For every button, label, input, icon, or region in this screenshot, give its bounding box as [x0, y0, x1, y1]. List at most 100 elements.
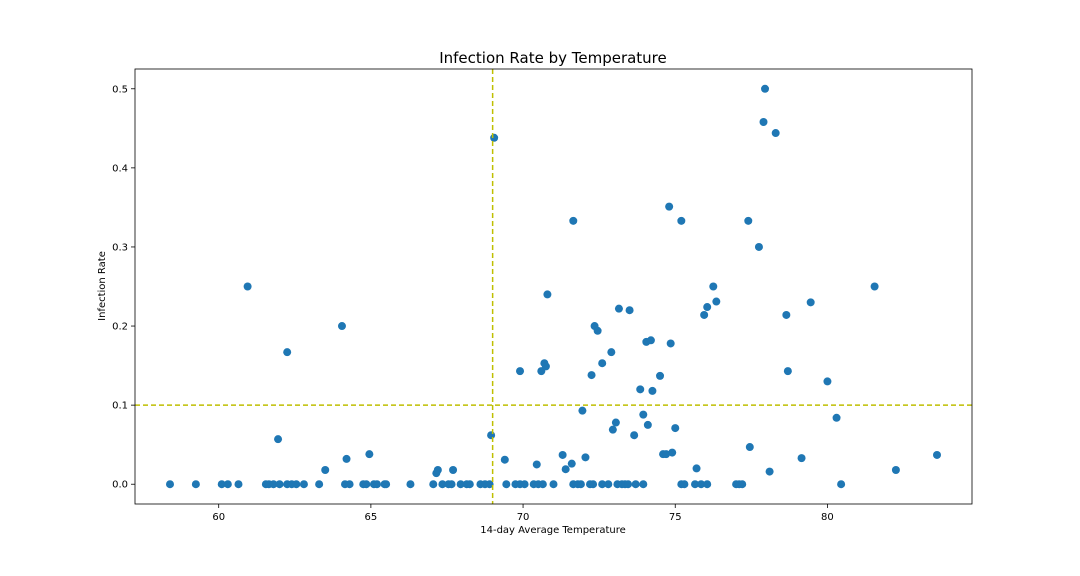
y-tick-label: 0.5 — [112, 84, 128, 95]
scatter-point — [576, 480, 585, 489]
x-tick-label: 60 — [212, 512, 225, 523]
scatter-point — [578, 406, 587, 415]
scatter-point — [589, 480, 598, 489]
scatter-point — [639, 480, 648, 489]
scatter-point — [598, 480, 607, 489]
scatter-point — [433, 465, 442, 474]
scatter-point — [754, 242, 763, 251]
scatter-point — [608, 425, 617, 434]
x-tick-label: 70 — [517, 512, 530, 523]
scatter-point — [561, 465, 570, 474]
scatter-point — [166, 480, 174, 489]
scatter-point — [662, 450, 671, 459]
scatter-point — [269, 480, 278, 489]
scatter-point — [648, 386, 657, 395]
plot-area — [135, 69, 972, 504]
scatter-point — [891, 465, 900, 474]
scatter-point — [372, 480, 381, 489]
scatter-point — [598, 359, 607, 368]
scatter-point — [516, 367, 525, 376]
scatter-point — [593, 326, 602, 335]
scatter-point — [697, 480, 706, 489]
scatter-point — [429, 480, 438, 489]
scatter-point — [283, 348, 292, 357]
scatter-point — [487, 431, 496, 440]
y-tick-label: 0.1 — [112, 401, 128, 412]
scatter-point — [666, 339, 675, 348]
scatter-point — [636, 385, 645, 394]
scatter-point — [783, 367, 792, 376]
scatter-point — [738, 480, 747, 489]
y-tick-label: 0.2 — [112, 322, 128, 333]
scatter-point — [520, 480, 529, 489]
scatter-point — [797, 454, 806, 463]
y-axis: 0.0 0.1 0.2 0.3 0.4 0.5 — [112, 84, 135, 491]
scatter-point — [217, 480, 226, 489]
scatter-point — [823, 377, 832, 386]
scatter-point — [456, 480, 465, 489]
scatter-point — [321, 465, 330, 474]
scatter-point — [365, 450, 374, 459]
scatter-point — [362, 480, 371, 489]
scatter-point — [315, 480, 324, 489]
scatter-point — [639, 410, 648, 419]
x-tick-label: 80 — [821, 512, 834, 523]
scatter-point — [191, 480, 200, 489]
scatter-point — [558, 450, 567, 459]
x-axis: 60 65 70 75 80 — [212, 504, 834, 523]
scatter-point — [490, 133, 499, 142]
scatter-point — [624, 480, 633, 489]
x-axis-label: 14-day Average Temperature — [480, 525, 626, 536]
scatter-point — [759, 117, 768, 126]
scatter-point — [299, 480, 308, 489]
scatter-point — [587, 371, 596, 380]
scatter-point — [292, 480, 301, 489]
scatter-point — [745, 443, 754, 452]
scatter-point — [703, 303, 712, 312]
scatter-point — [611, 418, 620, 427]
scatter-point — [630, 431, 639, 440]
scatter-point — [625, 306, 634, 315]
scatter-point — [700, 310, 709, 319]
scatter-point — [382, 480, 391, 489]
scatter-point — [604, 480, 613, 489]
scatter-point — [744, 216, 753, 225]
scatter-point — [668, 448, 677, 457]
scatter-point — [712, 297, 721, 306]
scatter-point — [438, 480, 447, 489]
chart-title: Infection Rate by Temperature — [439, 49, 667, 67]
scatter-point — [275, 480, 284, 489]
scatter-point — [771, 129, 780, 138]
scatter-point — [234, 480, 243, 489]
scatter-point — [502, 480, 511, 489]
scatter-point — [761, 84, 770, 93]
scatter-point — [656, 371, 665, 380]
scatter-point — [345, 480, 354, 489]
y-tick-label: 0.4 — [112, 163, 128, 174]
scatter-point — [677, 216, 686, 225]
plot-frame — [134, 68, 973, 505]
scatter-point — [243, 282, 252, 291]
scatter-point — [614, 304, 623, 313]
y-tick-label: 0.0 — [112, 480, 128, 491]
x-tick-label: 75 — [669, 512, 682, 523]
scatter-point — [406, 480, 415, 489]
scatter-point — [337, 322, 346, 331]
scatter-point — [703, 480, 712, 489]
scatter-point — [671, 424, 680, 433]
scatter-point — [549, 480, 558, 489]
scatter-point — [665, 202, 674, 211]
scatter-point — [541, 362, 550, 371]
y-axis-label: Infection Rate — [97, 251, 108, 321]
scatter-point — [274, 435, 283, 444]
scatter-point — [837, 480, 846, 489]
scatter-point — [691, 480, 700, 489]
scatter-point — [447, 480, 456, 489]
scatter-point — [933, 450, 941, 459]
scatter-point — [485, 480, 494, 489]
scatter-point — [543, 290, 552, 299]
scatter-point — [646, 336, 655, 345]
scatter-point — [782, 310, 791, 319]
scatter-point — [581, 453, 590, 462]
